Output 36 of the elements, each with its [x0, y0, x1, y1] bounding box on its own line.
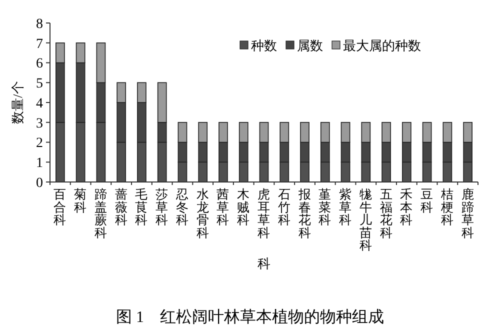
x-tick-label: 桔梗科 [440, 188, 454, 227]
x-tick-label: 五福花科 [380, 188, 393, 240]
x-tick-label: 蹄盖蕨科 [94, 188, 108, 240]
x-tick-label: 蔷薇科 [114, 188, 128, 227]
x-tick-label: 堇菜科 [318, 188, 332, 227]
y-tick-label: 3 [36, 116, 43, 132]
x-tick-label: 木贼科 [237, 188, 250, 227]
y-tick-label: 1 [36, 156, 43, 172]
text: 图 1 红松阔叶林草本植物的物种组成 [116, 308, 384, 326]
y-axis-title: 数量/个 [10, 81, 25, 124]
x-tick-label: 牻牛儿苗科 [359, 188, 372, 252]
legend-label: 种数 [251, 38, 277, 53]
x-tick-label: 茜草科 [216, 188, 230, 227]
x-tick-label: 忍冬科 [174, 188, 189, 227]
y-tick-label: 4 [36, 96, 43, 112]
x-tick-label: 报春花科 [297, 188, 312, 240]
x-tick-label: 虎耳草科 [258, 188, 270, 240]
x-tick-label: 水龙骨科 [196, 188, 210, 240]
y-tick-label: 5 [36, 76, 43, 92]
x-tick-label: 禾本科 [400, 188, 414, 227]
x-tick-label: 紫草科 [339, 188, 352, 227]
x-tick-label: 百合科 [54, 188, 67, 227]
x-tick-label: 石竹科 [278, 188, 291, 227]
y-tick-label: 7 [36, 36, 43, 52]
x-axis-title: 科 [258, 256, 270, 271]
y-tick-label: 8 [36, 16, 43, 32]
x-tick-label: 菊科 [74, 188, 88, 214]
legend-label: 属数 [297, 38, 323, 53]
legend-label: 最大属的种数 [343, 38, 421, 53]
y-tick-label: 6 [36, 56, 43, 72]
x-tick-label: 鹿蹄草科 [461, 188, 474, 240]
y-tick-label: 0 [36, 176, 43, 191]
y-tick-label: 2 [36, 136, 43, 152]
x-tick-label: 豆科 [420, 188, 434, 214]
x-tick-label: 莎草科 [156, 188, 169, 227]
x-tick-label: 毛茛科 [135, 188, 148, 227]
